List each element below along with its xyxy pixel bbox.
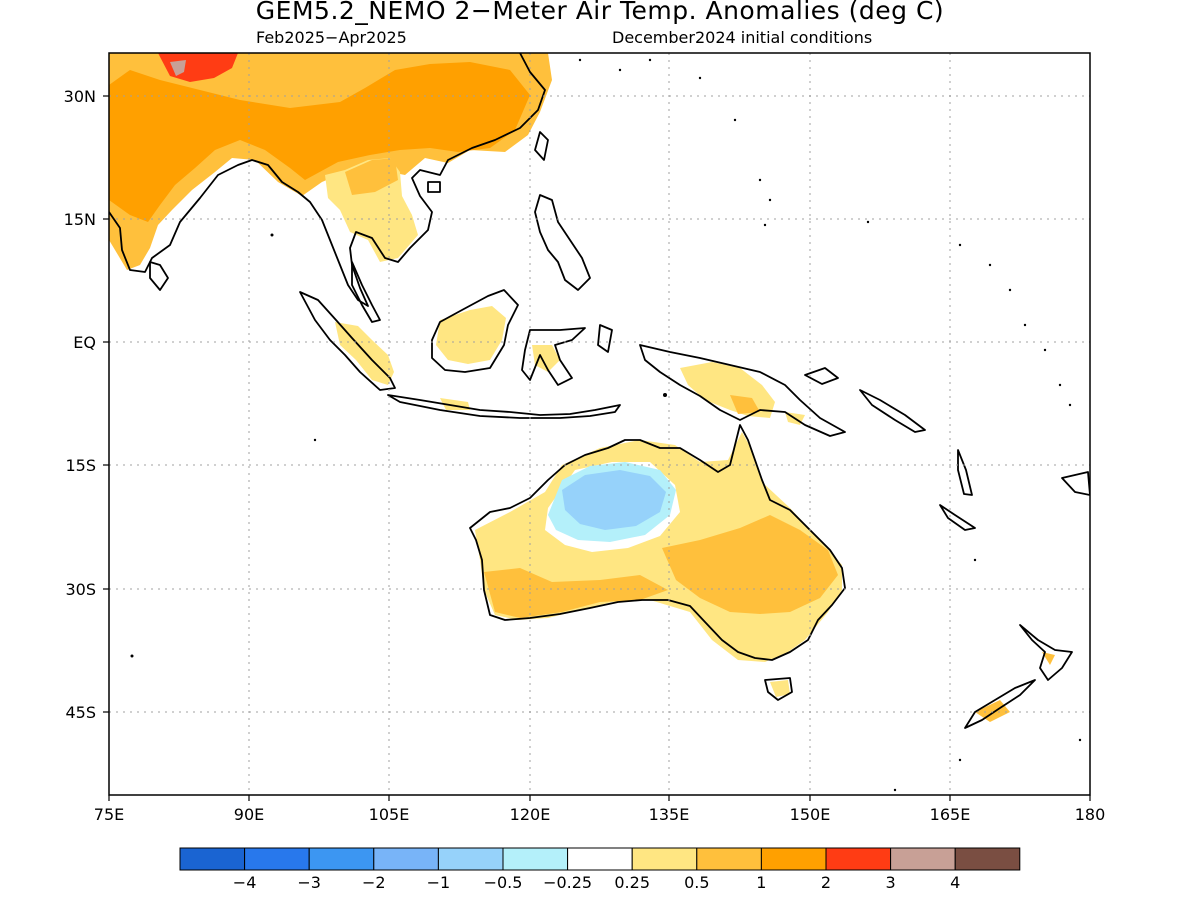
colorbar-swatch bbox=[890, 847, 956, 871]
anomaly-region-sulawesi bbox=[532, 345, 560, 372]
y-axis-labels: 30N 15N EQ 15S 30S 45S bbox=[64, 87, 96, 722]
coastline-new-zealand-north bbox=[1019, 624, 1073, 681]
anomaly-region-new-guinea-warm bbox=[730, 395, 760, 414]
coastline-new-caledonia bbox=[939, 504, 976, 531]
anomaly-region-indochina-warm bbox=[345, 158, 398, 195]
colorbar-swatch bbox=[567, 847, 633, 871]
colorbar-label: 2 bbox=[821, 873, 831, 892]
colorbar-label: −0.5 bbox=[484, 873, 523, 892]
colorbar-swatch bbox=[631, 847, 698, 871]
colorbar-swatch bbox=[760, 847, 827, 871]
colorbar-swatch bbox=[502, 847, 569, 871]
colorbar-swatch bbox=[373, 847, 439, 871]
coastline-vanuatu bbox=[957, 449, 973, 496]
coastline-halmahera bbox=[597, 324, 613, 353]
colorbar-label: −0.25 bbox=[543, 873, 592, 892]
coastline-sri-lanka bbox=[149, 261, 169, 291]
coastline-tasmania bbox=[764, 677, 793, 701]
anomaly-region-sumatra bbox=[335, 322, 394, 385]
gridlines bbox=[109, 53, 1090, 795]
map-title: GEM5.2_NEMO 2−Meter Air Temp. Anomalies … bbox=[255, 0, 945, 25]
colorbar-label: 1 bbox=[756, 873, 766, 892]
anomaly-shading bbox=[109, 53, 1055, 722]
colorbar-swatch bbox=[437, 847, 504, 871]
coastline-taiwan bbox=[534, 131, 549, 161]
anomaly-region-tibet-peak bbox=[170, 60, 186, 76]
anomaly-region-australia-colder bbox=[562, 470, 666, 530]
y-tick-label: EQ bbox=[73, 333, 96, 352]
anomaly-region-australia-warm-west bbox=[484, 568, 668, 618]
coastline-fiji bbox=[1061, 471, 1090, 496]
colorbar-label: 0.25 bbox=[614, 873, 650, 892]
map-area bbox=[109, 53, 1090, 795]
colorbar bbox=[179, 847, 1021, 871]
coastlines bbox=[109, 53, 1090, 729]
x-tick-label: 105E bbox=[369, 805, 410, 824]
x-tick-label: 75E bbox=[94, 805, 124, 824]
x-tick-label: 120E bbox=[510, 805, 551, 824]
anomaly-region-new-zealand-north bbox=[1042, 652, 1055, 665]
coastline-philippines bbox=[534, 194, 591, 291]
coastline-sumatra bbox=[299, 291, 396, 391]
colorbar-label: −2 bbox=[362, 873, 386, 892]
y-tick-label: 15N bbox=[64, 210, 96, 229]
colorbar-label: −1 bbox=[427, 873, 451, 892]
x-tick-label: 150E bbox=[790, 805, 831, 824]
colorbar-swatch bbox=[179, 847, 246, 871]
forecast-period: Feb2025−Apr2025 bbox=[256, 28, 407, 47]
anomaly-region-new-zealand bbox=[975, 700, 1010, 722]
anomaly-region-australia-warm-east bbox=[662, 515, 838, 614]
x-tick-label: 180 bbox=[1075, 805, 1106, 824]
coastline-new-guinea bbox=[639, 344, 846, 437]
colorbar-label: −4 bbox=[233, 873, 257, 892]
y-tick-label: 45S bbox=[65, 703, 96, 722]
colorbar-swatch bbox=[825, 847, 892, 871]
map-frame bbox=[108, 52, 1091, 796]
coastline-solomons bbox=[859, 389, 926, 433]
x-tick-label: 90E bbox=[234, 805, 264, 824]
coastline-new-britain bbox=[804, 367, 839, 385]
x-tick-label: 165E bbox=[930, 805, 971, 824]
colorbar-label: 0.5 bbox=[684, 873, 709, 892]
colorbar-swatch bbox=[244, 847, 310, 871]
y-tick-label: 30N bbox=[64, 87, 96, 106]
coastline-java bbox=[387, 394, 621, 419]
colorbar-label: −3 bbox=[297, 873, 321, 892]
colorbar-swatch bbox=[954, 847, 1021, 871]
anomaly-region-indochina bbox=[325, 158, 418, 262]
colorbar-labels: −4 −3 −2 −1 −0.5 −0.25 0.25 0.5 1 2 3 4 bbox=[233, 873, 960, 892]
coastline-malay bbox=[351, 261, 381, 323]
anomaly-region-asia-hot bbox=[109, 62, 530, 222]
tick-marks bbox=[103, 95, 1091, 801]
coastline-sulawesi bbox=[521, 327, 586, 386]
y-tick-label: 15S bbox=[65, 456, 96, 475]
anomaly-region-tasmania bbox=[770, 680, 790, 697]
colorbar-label: 3 bbox=[886, 873, 896, 892]
coastline-new-zealand-south bbox=[964, 679, 1036, 729]
colorbar-swatch bbox=[696, 847, 762, 871]
coastline-borneo bbox=[431, 289, 519, 373]
coastline-australia bbox=[469, 424, 846, 661]
small-islands bbox=[130, 58, 1082, 792]
x-axis-labels: 75E 90E 105E 120E 135E 150E 165E 180 bbox=[94, 805, 1106, 824]
anomaly-region-borneo bbox=[436, 306, 506, 364]
colorbar-swatch bbox=[308, 847, 375, 871]
coastline-hainan bbox=[427, 181, 441, 193]
colorbar-label: 4 bbox=[950, 873, 960, 892]
coastline-south-asia bbox=[109, 53, 546, 307]
initial-conditions: December2024 initial conditions bbox=[612, 28, 873, 47]
x-tick-label: 135E bbox=[649, 805, 690, 824]
y-tick-label: 30S bbox=[65, 580, 96, 599]
